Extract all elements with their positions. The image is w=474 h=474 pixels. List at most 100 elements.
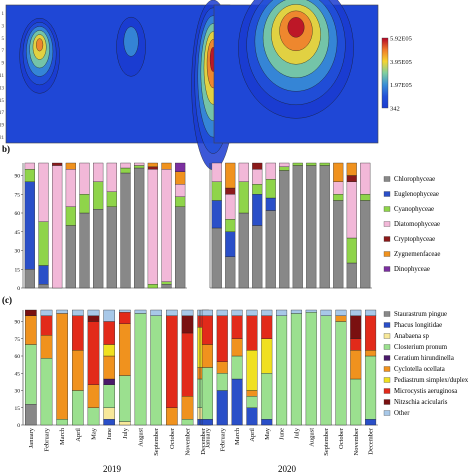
bar-segment <box>265 210 276 289</box>
bar-segment <box>134 313 147 426</box>
bar-segment <box>120 172 131 289</box>
bar-segment <box>106 162 117 192</box>
legend-label: Chlorophyceae <box>394 176 435 183</box>
legend-label: Cyanophyceae <box>394 206 434 213</box>
y-tick-label: 15 <box>0 99 5 104</box>
bar-segment <box>56 309 68 314</box>
bar-segment <box>276 315 288 426</box>
bar-segment <box>56 313 68 420</box>
bar-segment <box>147 162 158 167</box>
legend-class: Chlorophyceae Euglenophyceae Cyanophyceae D… <box>383 176 440 273</box>
x-tick-label: September <box>323 427 330 456</box>
x-tick-label: November <box>353 427 360 455</box>
y-tick-label: 45 <box>15 371 21 377</box>
bar-segment <box>93 181 104 210</box>
bar-segment <box>246 309 258 316</box>
bar-segment <box>38 221 49 266</box>
y-tick-label: 30 <box>15 249 21 255</box>
bar-segment <box>216 309 228 316</box>
bar-segment <box>38 265 49 285</box>
bar-segment <box>79 212 90 289</box>
x-tick-label: May <box>91 427 98 440</box>
bar-segment <box>147 284 158 289</box>
year-2019-label: 2019 <box>103 464 122 474</box>
y-tick-label: 0 <box>17 423 20 429</box>
legend-label: Closterium pronum <box>394 344 448 351</box>
bar-segment <box>216 390 228 426</box>
bar-segment <box>231 309 243 316</box>
y-tick-label: 45 <box>15 230 21 236</box>
legend-swatch <box>383 311 391 317</box>
x-tick-label: April <box>75 428 82 442</box>
y-tick-label: 15 <box>15 267 21 273</box>
x-tick-label: October <box>169 427 176 449</box>
x-tick-label: October <box>338 427 345 449</box>
bar-segment <box>72 350 84 391</box>
bar-segment <box>40 309 53 316</box>
bar-segment <box>319 165 330 289</box>
bar-segment <box>365 419 377 426</box>
bar-chart-b-2019: 0 15 30 45 60 75 90 <box>15 162 187 292</box>
legend-swatch <box>383 388 391 394</box>
bar-segment <box>87 384 100 408</box>
bar-segment <box>65 225 76 289</box>
bar-segment <box>265 162 276 180</box>
bar-segment <box>150 309 162 316</box>
bar-segment <box>365 315 377 351</box>
bar-segment <box>201 344 213 368</box>
bar-segment <box>292 165 303 289</box>
bar-segment <box>346 162 357 176</box>
bar-segment <box>161 284 172 289</box>
bar-segment <box>65 206 76 226</box>
x-tick-label: July <box>293 427 300 439</box>
contour-level <box>36 38 44 52</box>
legend-label: Anabaena sp <box>394 333 430 340</box>
y-tick-label: 75 <box>15 192 21 198</box>
bar-segment <box>346 237 357 264</box>
x-tick-label: June <box>106 428 113 440</box>
y-tick-label: 15 <box>15 406 21 412</box>
legend-swatch <box>383 410 391 416</box>
y-tick-label: 30 <box>15 389 21 395</box>
legend-swatch <box>383 333 391 339</box>
x-tick-label: May <box>264 427 271 440</box>
bar-segment <box>305 312 317 426</box>
legend-swatch <box>383 206 391 212</box>
bar-segment <box>225 219 236 232</box>
bar-segment <box>119 309 131 313</box>
bar-segment <box>201 315 213 345</box>
legend-swatch <box>383 399 391 405</box>
legend-label: Ceratium hirundinella <box>394 355 454 362</box>
bar-segment <box>166 407 178 426</box>
bar-segment <box>161 169 172 282</box>
bar-segment <box>201 309 213 316</box>
bar-segment <box>231 378 243 426</box>
bar-segment <box>25 309 37 316</box>
bar-segment <box>38 284 49 289</box>
bar-segment <box>103 419 115 426</box>
bar-segment <box>56 419 68 426</box>
bar-segment <box>119 323 131 376</box>
bar-segment <box>305 309 317 313</box>
bar-segment <box>24 169 35 182</box>
legend-swatch <box>383 191 391 197</box>
legend-species: Staurastrum pingue Phacus longitidae Anaba… <box>383 311 469 417</box>
bar-segment <box>119 375 131 422</box>
bar-segment <box>161 281 172 285</box>
legend-label: Dinophyceae <box>394 266 430 273</box>
bar-segment <box>252 225 263 289</box>
bar-segment <box>201 367 213 420</box>
y-tick-label: 7 <box>2 49 5 54</box>
bar-segment <box>211 200 222 229</box>
bar-segment <box>181 309 194 316</box>
legend-swatch <box>383 176 391 182</box>
bar-segment <box>201 419 213 426</box>
legend-label: Zygnemenfaceae <box>394 251 440 258</box>
bar-segment <box>106 191 117 207</box>
bar-segment <box>65 169 76 207</box>
bar-segment <box>225 187 236 195</box>
bar-segment <box>265 197 276 211</box>
bar-segment <box>150 315 162 426</box>
bar-segment <box>175 206 186 289</box>
contour-level <box>123 26 139 57</box>
